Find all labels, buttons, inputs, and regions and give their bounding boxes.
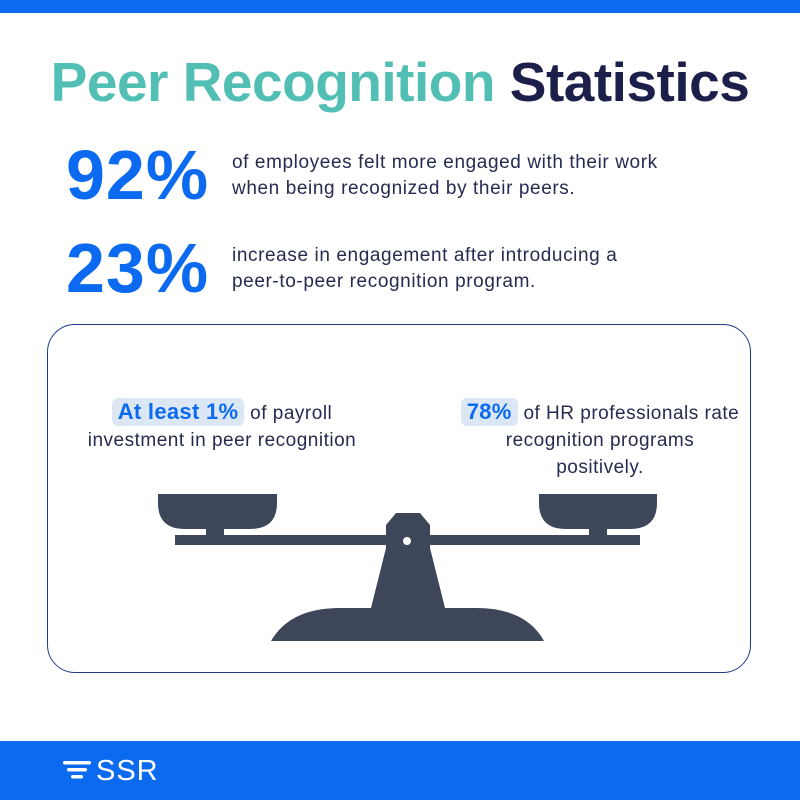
page-title: Peer Recognition Statistics	[0, 50, 800, 114]
scale-post	[370, 513, 446, 612]
stat-description: of employees felt more engaged with thei…	[232, 150, 732, 202]
top-accent-bar	[0, 0, 800, 13]
title-part-peer-recognition: Peer Recognition	[50, 51, 496, 113]
left-pan-stem	[206, 528, 224, 536]
pivot-dot	[403, 537, 411, 545]
highlight-badge-hr: 78%	[460, 398, 518, 426]
scale-left-caption: At least 1% of payroll investment in pee…	[86, 398, 358, 454]
scale-left-text: of payroll investment in peer recognitio…	[87, 403, 357, 451]
stat-description-line2: peer-to-peer recognition program.	[232, 271, 536, 292]
right-pan-icon	[539, 494, 657, 529]
left-pan-icon	[158, 494, 277, 529]
scale-right-text: of HR professionals rate recognition pro…	[505, 403, 740, 478]
brand-name: SSR	[96, 755, 159, 787]
stat-value: 92%	[66, 136, 210, 214]
stat-row-increase: 23% increase in engagement after introdu…	[66, 233, 746, 303]
stacked-lines-logo-icon	[63, 761, 91, 779]
right-pan-stem	[589, 528, 607, 536]
scale-right-caption: 78% of HR professionals rate recognition…	[460, 398, 740, 481]
title-part-statistics: Statistics	[509, 51, 750, 113]
footer-bar	[0, 741, 800, 800]
highlight-badge-payroll: At least 1%	[111, 398, 245, 426]
stat-value: 23%	[66, 229, 210, 307]
scale-base	[271, 608, 544, 641]
stat-row-engaged: 92% of employees felt more engaged with …	[66, 140, 746, 210]
stat-description: increase in engagement after introducing…	[232, 243, 732, 295]
stat-description-line2: when being recognized by their peers.	[232, 178, 576, 199]
stat-description-line1: of employees felt more engaged with thei…	[232, 152, 658, 173]
stat-description-line1: increase in engagement after introducing…	[232, 245, 618, 266]
